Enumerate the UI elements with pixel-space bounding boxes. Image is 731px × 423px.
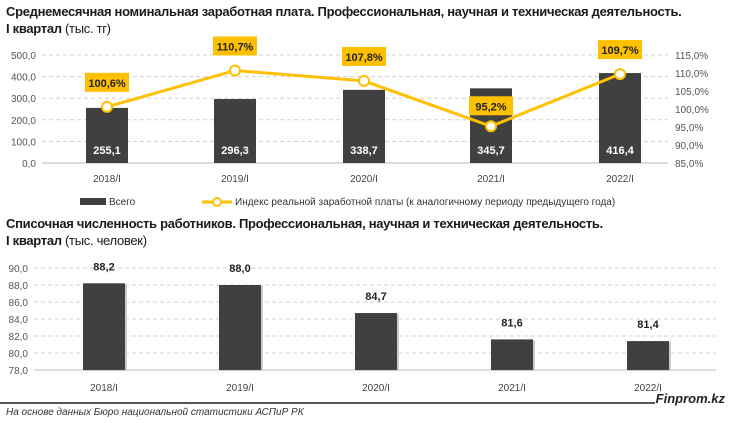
line-value-label: 95,2%: [475, 101, 506, 113]
y2-tick-label: 110,0%: [675, 69, 708, 80]
line-label-box: [598, 40, 642, 60]
line-value-label: 107,8%: [345, 52, 383, 64]
chart1-title-line1: Среднемесячная номинальная заработная пл…: [6, 4, 682, 19]
y-tick-label: 78,0: [9, 366, 29, 377]
bar: [599, 73, 641, 163]
bar-value-label: 81,6: [501, 317, 522, 329]
y-tick-label: 82,0: [9, 332, 29, 343]
source-note: На основе данных Бюро национальной стати…: [6, 407, 304, 418]
y-tick-label: 400,0: [11, 73, 36, 84]
y2-tick-label: 115,0%: [675, 51, 708, 62]
x-tick-label: 2020/I: [362, 383, 390, 394]
line-value-label: 100,6%: [88, 78, 126, 90]
chart2-period: I квартал: [6, 233, 62, 248]
x-tick-label: 2020/I: [350, 174, 378, 185]
line-marker: [485, 120, 497, 133]
y-tick-label: 200,0: [11, 116, 36, 127]
chart2-title-line2: I квартал (тыс. человек): [6, 232, 603, 249]
line-marker: [614, 68, 626, 81]
chart1-unit: (тыс. тг): [65, 21, 111, 36]
bar: [219, 285, 261, 370]
line-label-box: [85, 72, 129, 92]
chart2-unit: (тыс. человек): [65, 233, 147, 248]
x-tick-label: 2022/I: [606, 174, 634, 185]
y-tick-label: 90,0: [9, 264, 29, 275]
line-marker: [358, 74, 370, 87]
y-tick-label: 300,0: [11, 94, 36, 105]
x-tick-label: 2021/I: [477, 174, 505, 185]
bar: [83, 283, 125, 370]
line-value-label: 109,7%: [601, 45, 639, 57]
y-tick-label: 80,0: [9, 349, 29, 360]
bar: [214, 98, 256, 163]
bar: [355, 313, 397, 370]
bar: [86, 107, 128, 163]
y2-tick-label: 90,0%: [675, 141, 703, 152]
x-tick-label: 2019/I: [221, 174, 249, 185]
bar-value-label: 296,3: [221, 145, 249, 157]
bar-value-label: 338,7: [350, 145, 378, 157]
line-label-box: [213, 36, 257, 56]
y-tick-label: 84,0: [9, 315, 29, 326]
y2-tick-label: 95,0%: [675, 123, 703, 134]
bar-value-label: 88,0: [229, 263, 250, 275]
y2-tick-label: 100,0%: [675, 105, 709, 116]
footer-divider: [0, 402, 655, 404]
y2-tick-label: 85,0%: [675, 159, 703, 170]
x-tick-label: 2022/I: [634, 383, 662, 394]
x-tick-label: 2018/I: [93, 174, 121, 185]
legend-marker-line: [212, 197, 222, 207]
bar: [491, 339, 533, 370]
x-tick-label: 2019/I: [226, 383, 254, 394]
y-tick-label: 500,0: [11, 51, 36, 62]
bar-value-label: 255,1: [93, 145, 121, 157]
bar: [343, 89, 385, 163]
y-tick-label: 100,0: [11, 137, 36, 148]
bar-value-label: 88,2: [93, 261, 114, 273]
line-marker: [101, 100, 113, 113]
chart2-title: Списочная численность работников. Профес…: [6, 215, 603, 249]
line-label-box: [469, 96, 513, 116]
bar-value-label: 416,4: [606, 145, 634, 157]
legend-label-bars: Всего: [109, 197, 136, 208]
chart1-title-line2: I квартал (тыс. тг): [6, 20, 681, 37]
legend-swatch-bars: [80, 198, 106, 205]
y-tick-label: 0,0: [22, 159, 36, 170]
chart1-title: Среднемесячная номинальная заработная пл…: [6, 3, 682, 37]
bar-value-label: 84,7: [365, 291, 386, 303]
chart2-title-line1: Списочная численность работников. Профес…: [6, 216, 603, 231]
legend-label-line: Индекс реальной заработной платы (к анал…: [235, 196, 615, 208]
brand-logo: Finprom.kz: [655, 391, 725, 406]
y2-tick-label: 105,0%: [675, 87, 709, 98]
y-tick-label: 88,0: [9, 281, 29, 292]
x-tick-label: 2018/I: [90, 383, 118, 394]
x-tick-label: 2021/I: [498, 383, 526, 394]
bar: [627, 341, 669, 370]
bar-value-label: 345,7: [477, 145, 505, 157]
line-label-box: [342, 46, 386, 66]
bar-value-label: 81,4: [637, 319, 659, 331]
y-tick-label: 86,0: [9, 298, 29, 309]
chart1-period: I квартал: [6, 21, 62, 36]
line-value-label: 110,7%: [217, 41, 254, 53]
line-marker: [229, 64, 241, 77]
